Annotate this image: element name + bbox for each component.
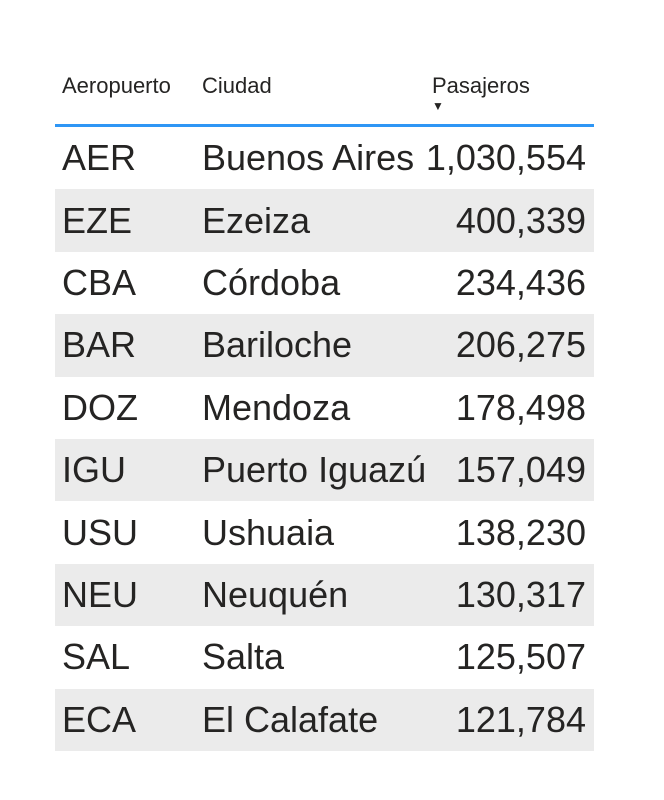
- table-row[interactable]: BAR Bariloche 206,275: [55, 314, 594, 377]
- table-body: AER Buenos Aires 1,030,554 EZE Ezeiza 400,339…: [55, 127, 594, 751]
- airports-table: Aeropuerto Ciudad Pasajeros ▼ AER Buenos …: [55, 60, 594, 751]
- table-row[interactable]: EZE Ezeiza 400,339: [55, 189, 594, 252]
- table-row[interactable]: CBA Córdoba 234,436: [55, 252, 594, 314]
- column-header-label: Aeropuerto: [62, 73, 171, 98]
- cell-pasajeros: 121,784: [455, 699, 586, 740]
- cell-ciudad: Bariloche: [202, 325, 353, 366]
- cell-ciudad: Mendoza: [202, 387, 351, 428]
- cell-ciudad: Ezeiza: [202, 200, 311, 241]
- table-row[interactable]: NEU Neuquén 130,317: [55, 563, 594, 627]
- cell-ciudad: Córdoba: [202, 262, 341, 303]
- cell-pasajeros: 206,275: [455, 325, 586, 366]
- cell-aeropuerto: SAL: [62, 637, 131, 678]
- table-header-row: Aeropuerto Ciudad Pasajeros ▼: [55, 60, 594, 127]
- cell-ciudad: Salta: [202, 637, 285, 678]
- cell-pasajeros: 1,030,554: [425, 138, 586, 179]
- cell-aeropuerto: IGU: [62, 450, 127, 491]
- table-row[interactable]: USU Ushuaia 138,230: [55, 501, 594, 563]
- column-header-ciudad[interactable]: Ciudad: [202, 60, 424, 124]
- cell-pasajeros: 125,507: [455, 637, 586, 678]
- sort-descending-icon: ▼: [432, 99, 444, 113]
- cell-pasajeros: 138,230: [455, 512, 586, 553]
- cell-ciudad: El Calafate: [202, 699, 379, 740]
- cell-ciudad: Puerto Iguazú: [202, 450, 424, 491]
- cell-aeropuerto: USU: [62, 512, 139, 553]
- cell-pasajeros: 178,498: [455, 387, 586, 428]
- cell-ciudad: Buenos Aires: [202, 138, 415, 179]
- column-header-aeropuerto[interactable]: Aeropuerto: [55, 60, 202, 124]
- cell-pasajeros: 130,317: [455, 574, 586, 615]
- cell-aeropuerto: BAR: [62, 325, 137, 366]
- table-row[interactable]: DOZ Mendoza 178,498: [55, 377, 594, 439]
- cell-pasajeros: 234,436: [455, 262, 586, 303]
- cell-ciudad: Neuquén: [202, 574, 349, 615]
- table-row[interactable]: ECA El Calafate 121,784: [55, 688, 594, 751]
- table-row[interactable]: IGU Puerto Iguazú 157,049: [55, 438, 594, 502]
- table-row[interactable]: AER Buenos Aires 1,030,554: [55, 127, 594, 189]
- column-header-pasajeros[interactable]: Pasajeros ▼: [424, 60, 594, 124]
- cell-ciudad: Ushuaia: [202, 512, 335, 553]
- cell-pasajeros: 157,049: [455, 450, 586, 491]
- cell-aeropuerto: CBA: [62, 262, 137, 303]
- cell-aeropuerto: AER: [62, 138, 137, 179]
- cell-pasajeros: 400,339: [455, 200, 586, 241]
- cell-aeropuerto: ECA: [62, 699, 137, 740]
- table-row[interactable]: SAL Salta 125,507: [55, 626, 594, 688]
- cell-aeropuerto: NEU: [62, 574, 139, 615]
- cell-aeropuerto: DOZ: [62, 387, 138, 428]
- column-header-label: Ciudad: [202, 73, 272, 98]
- cell-aeropuerto: EZE: [62, 200, 133, 241]
- column-header-label: Pasajeros: [432, 73, 530, 98]
